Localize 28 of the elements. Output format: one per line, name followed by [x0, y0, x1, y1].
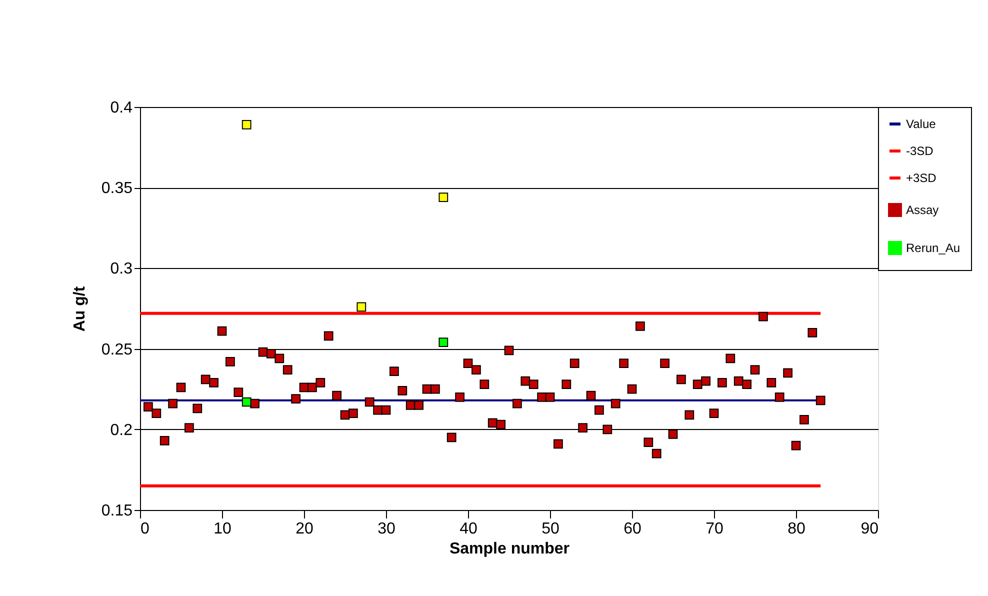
legend-label: Rerun_Au [906, 241, 960, 255]
x-tick-label: 80 [788, 520, 806, 538]
x-tick-label: 70 [706, 520, 724, 538]
y-tick-label: 0.15 [101, 502, 133, 520]
y-tick-label: 0.4 [110, 100, 133, 116]
legend-label: Assay [906, 203, 939, 217]
x-tick-label: 90 [860, 520, 879, 538]
point [438, 192, 448, 202]
x-tick-label: 40 [460, 520, 478, 538]
x-tick-label: 50 [542, 520, 560, 538]
point [242, 397, 252, 407]
y-tick-label: 0.3 [110, 260, 133, 278]
y-tick-label: 0.35 [101, 180, 133, 198]
x-tick-label: 0 [140, 520, 150, 538]
x-tick-label: 60 [624, 520, 642, 538]
x-tick-label: 30 [378, 520, 396, 538]
y-tick-label: 0.25 [101, 341, 133, 358]
x-axis-title: Sample number [449, 540, 570, 558]
y-tick-label: 0.2 [110, 422, 133, 439]
point [438, 338, 448, 348]
x-tick-label: 10 [214, 520, 232, 538]
point [356, 302, 366, 312]
point [242, 120, 252, 130]
x-tick-label: 20 [296, 520, 314, 538]
y-axis-title: Au g/t [71, 286, 88, 332]
legend-label: +3SD [906, 171, 937, 185]
legend-label: -3SD [906, 144, 934, 158]
legend-label: Value [906, 117, 936, 131]
